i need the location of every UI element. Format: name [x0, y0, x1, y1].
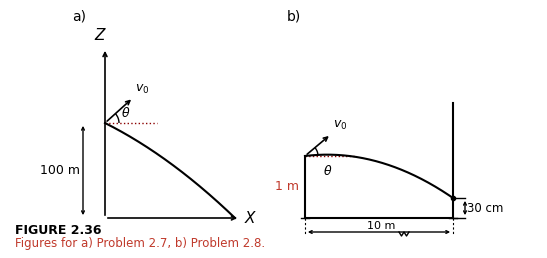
Text: 30 cm: 30 cm	[467, 201, 503, 214]
Text: $\theta$: $\theta$	[323, 164, 333, 178]
Text: a): a)	[72, 10, 86, 24]
Text: $v_0$: $v_0$	[333, 119, 347, 132]
Text: $Z$: $Z$	[95, 27, 108, 43]
Text: 1 m: 1 m	[275, 181, 299, 194]
Text: $X$: $X$	[244, 210, 258, 226]
Text: b): b)	[287, 10, 301, 24]
Text: $\theta$: $\theta$	[121, 106, 130, 120]
Text: FIGURE 2.36: FIGURE 2.36	[15, 224, 102, 238]
Text: 10 m: 10 m	[359, 221, 398, 231]
Text: 100 m: 100 m	[40, 164, 80, 177]
Text: Figures for a) Problem 2.7, b) Problem 2.8.: Figures for a) Problem 2.7, b) Problem 2…	[15, 238, 265, 251]
Text: $v_0$: $v_0$	[135, 83, 150, 95]
